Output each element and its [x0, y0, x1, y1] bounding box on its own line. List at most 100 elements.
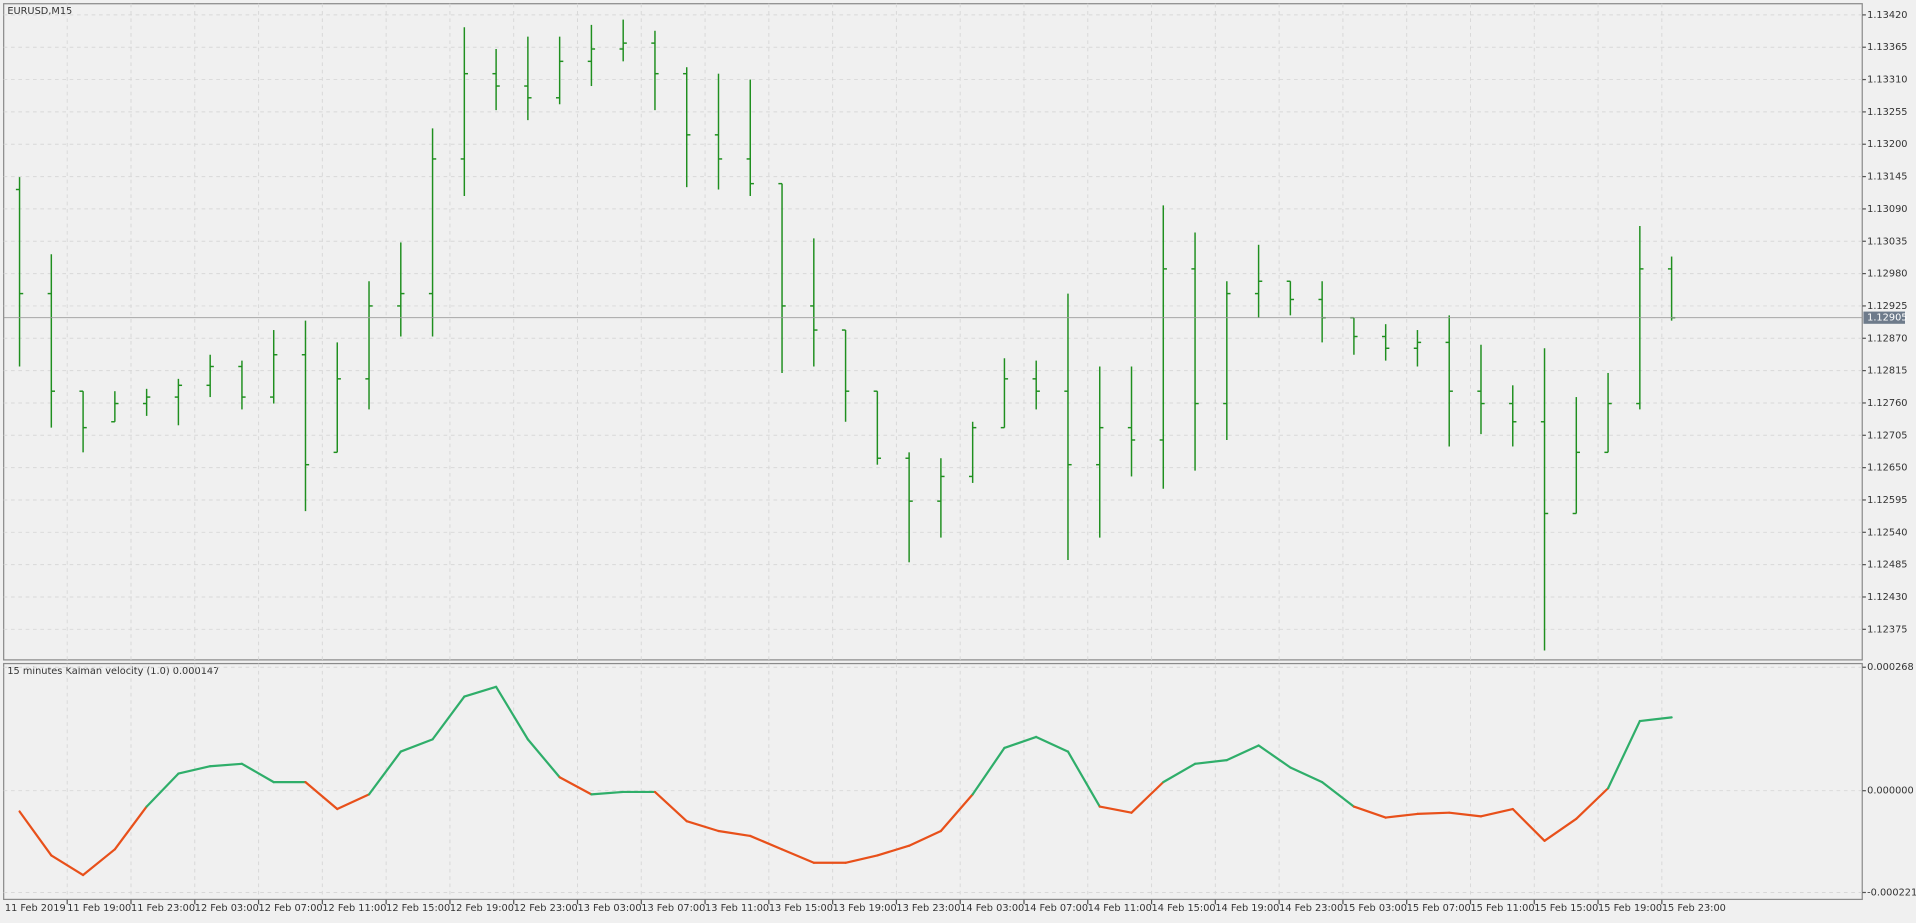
line-segment — [463, 685, 498, 698]
line-segment — [431, 695, 466, 741]
x-tick-label: 15 Feb 23:00 — [1662, 903, 1726, 914]
line-segment — [1066, 750, 1101, 808]
x-tick-label: 15 Feb 07:00 — [1407, 903, 1471, 914]
y-tick-label: 1.12650 — [1867, 463, 1907, 474]
line-segment — [367, 750, 402, 796]
y-tick-label: 1.12705 — [1867, 430, 1907, 441]
line-segment — [304, 781, 339, 811]
y-tick-label: 1.12870 — [1867, 333, 1907, 344]
y-tick-label: 1.13255 — [1867, 107, 1907, 118]
line-segment — [1289, 766, 1324, 784]
line-segment — [939, 793, 974, 833]
x-tick-label: 15 Feb 11:00 — [1470, 903, 1534, 914]
line-segment — [1162, 762, 1197, 784]
y-tick-label: 1.13420 — [1867, 10, 1907, 21]
chart-title: EURUSD,M15 — [7, 6, 72, 17]
line-segment — [18, 810, 53, 857]
x-tick-label: 15 Feb 19:00 — [1598, 903, 1662, 914]
y-tick-label: 1.12430 — [1867, 592, 1907, 603]
x-tick-label: 11 Feb 2019 — [5, 903, 66, 914]
line-segment — [717, 829, 752, 838]
line-segment — [1003, 735, 1038, 750]
x-tick-label: 14 Feb 23:00 — [1279, 903, 1343, 914]
x-tick-label: 13 Feb 11:00 — [705, 903, 769, 914]
line-segment — [209, 762, 244, 768]
x-tick-label: 15 Feb 15:00 — [1534, 903, 1598, 914]
price-panel — [3, 3, 1863, 661]
y-tick-label: 1.12925 — [1867, 301, 1907, 312]
y-tick-label: 1.13200 — [1867, 139, 1907, 150]
line-segment — [1448, 811, 1483, 818]
line-segment — [780, 848, 815, 864]
x-tick-label: 12 Feb 03:00 — [195, 903, 259, 914]
y-tick-label: 1.13145 — [1867, 172, 1907, 183]
x-tick-label: 15 Feb 03:00 — [1343, 903, 1407, 914]
marks-layer — [3, 19, 1863, 877]
x-tick-label: 13 Feb 07:00 — [641, 903, 705, 914]
x-tick-label: 11 Feb 19:00 — [67, 903, 131, 914]
indicator-panel — [3, 662, 1863, 901]
line-segment — [590, 790, 625, 796]
y-tick-label: 1.13035 — [1867, 236, 1907, 247]
line-segment — [749, 834, 784, 851]
line-segment — [1352, 805, 1387, 819]
line-segment — [971, 746, 1006, 796]
line-segment — [1257, 744, 1292, 769]
line-segment — [81, 848, 116, 877]
x-tick-label: 12 Feb 15:00 — [386, 903, 450, 914]
line-segment — [1098, 805, 1133, 814]
line-segment — [653, 790, 688, 823]
price-label-box — [1863, 311, 1906, 324]
line-segment — [1638, 716, 1673, 723]
line-segment — [558, 776, 593, 796]
x-tick-label: 14 Feb 19:00 — [1215, 903, 1279, 914]
y-tick-label: 1.12540 — [1867, 527, 1907, 538]
grid-layer — [3, 3, 1863, 900]
line-segment — [495, 685, 529, 741]
x-tick-label: 13 Feb 15:00 — [769, 903, 833, 914]
y-tick-label: 0.000000 — [1867, 786, 1914, 797]
x-tick-label: 12 Feb 23:00 — [514, 903, 578, 914]
line-segment — [1543, 817, 1578, 842]
line-segment — [1225, 744, 1260, 762]
line-segment — [844, 854, 879, 864]
line-segment — [1193, 759, 1228, 765]
line-segment — [1384, 812, 1419, 819]
line-segment — [240, 762, 275, 784]
line-segment — [1130, 781, 1165, 814]
y-tick-label: 1.12760 — [1867, 398, 1907, 409]
y-tick-label: 1.13090 — [1867, 204, 1907, 215]
line-segment — [177, 765, 212, 775]
line-segment — [908, 829, 942, 847]
y-tick-label: 1.13310 — [1867, 75, 1907, 86]
line-segment — [1606, 719, 1641, 790]
line-segment — [1511, 807, 1546, 842]
price-label: 1.12905 — [1867, 313, 1907, 324]
line-segment — [145, 772, 180, 808]
y-tick-label: 1.13365 — [1867, 42, 1907, 53]
y-tick-label: 1.12485 — [1867, 560, 1907, 571]
y-tick-label: 1.12595 — [1867, 495, 1907, 506]
line-segment — [685, 820, 720, 833]
line-segment — [113, 805, 148, 851]
x-tick-label: 13 Feb 19:00 — [833, 903, 897, 914]
y-tick-label: -0.000221 — [1867, 887, 1916, 898]
line-segment — [876, 844, 911, 857]
y-tick-label: 1.12980 — [1867, 269, 1907, 280]
x-tick-label: 12 Feb 19:00 — [450, 903, 514, 914]
line-segment — [1035, 735, 1070, 753]
line-segment — [50, 854, 85, 877]
x-tick-label: 13 Feb 23:00 — [896, 903, 960, 914]
line-segment — [336, 793, 371, 811]
x-tick-label: 14 Feb 03:00 — [960, 903, 1024, 914]
x-tick-label: 14 Feb 15:00 — [1152, 903, 1216, 914]
line-segment — [526, 738, 561, 779]
x-tick-label: 14 Feb 11:00 — [1088, 903, 1152, 914]
y-tick-label: 0.000268 — [1867, 662, 1914, 673]
line-segment — [1321, 781, 1356, 808]
line-segment — [1479, 807, 1514, 818]
x-tick-label: 12 Feb 11:00 — [322, 903, 386, 914]
line-segment — [399, 738, 434, 753]
